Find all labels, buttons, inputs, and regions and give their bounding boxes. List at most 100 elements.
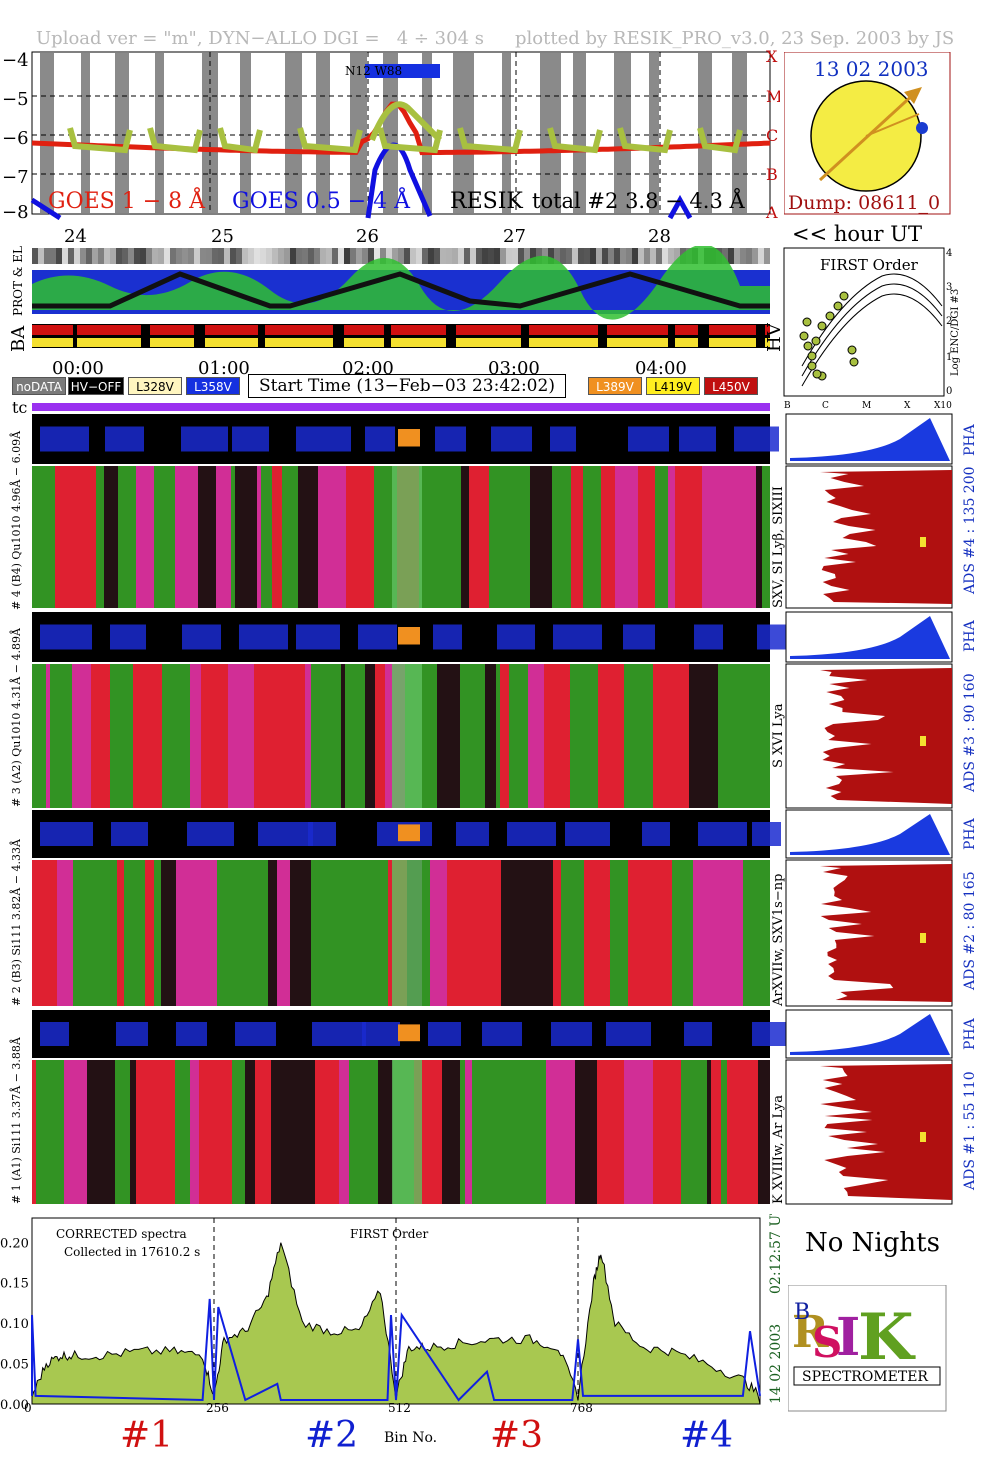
spectral-column [727, 1060, 735, 1204]
spectral-column [670, 664, 689, 808]
spectral-column [498, 1060, 525, 1204]
spectral-column [32, 466, 55, 608]
night-band [115, 53, 129, 213]
ads-profile [820, 668, 952, 804]
spectral-column [707, 1060, 711, 1204]
grey-strip-cell [158, 248, 164, 264]
spectrum-title: CORRECTED spectra [56, 1227, 187, 1241]
spectral-column [228, 860, 235, 1006]
spectrum-xtick: 256 [206, 1401, 229, 1414]
spectral-column [469, 466, 489, 608]
spectral-column [235, 860, 249, 1006]
grey-strip-cell [290, 248, 296, 264]
spectral-column [460, 664, 481, 808]
first-order-point [839, 291, 849, 301]
grey-strip-cell [266, 248, 272, 264]
ba-yellow-segment [344, 338, 384, 347]
spectral-column [465, 1060, 472, 1204]
pha-band [684, 1022, 712, 1046]
spectral-column [190, 1060, 199, 1204]
spectral-column [198, 466, 216, 608]
grey-strip-cell [182, 248, 188, 264]
spectrum-xtick: 768 [570, 1401, 593, 1414]
grey-strip-cell [152, 248, 158, 264]
spectral-column [268, 860, 277, 1006]
ba-yellow-segment [32, 338, 73, 347]
spectral-column [154, 466, 171, 608]
pha-band [235, 1022, 276, 1046]
spectral-column [162, 664, 190, 808]
grey-strip [32, 248, 770, 264]
spectral-column [293, 664, 305, 808]
spectral-column [346, 466, 374, 608]
night-band [573, 53, 586, 213]
spectral-column [339, 1060, 349, 1204]
legend-v3: L389V [588, 377, 642, 395]
spectral-column [374, 860, 388, 1006]
spectral-column [500, 664, 509, 808]
pha-band [491, 426, 532, 452]
pha-band [553, 624, 602, 650]
spectral-column [305, 664, 311, 808]
spectral-column [349, 860, 374, 1006]
status-strips: PROT & EL BA HV [8, 246, 780, 352]
sun-date: 13 02 2003 [814, 57, 929, 81]
x-axis-label: Bin No. [384, 1430, 438, 1446]
spectral-column [727, 664, 748, 808]
spectral-column [249, 860, 268, 1006]
spectral-column [199, 1060, 225, 1204]
spectrum-blue-line [31, 1298, 761, 1402]
grey-strip-cell [590, 248, 596, 264]
ba-red-segment [391, 325, 446, 335]
hour-tick: 26 [356, 226, 379, 247]
spectral-column [681, 1060, 707, 1204]
spectral-column [216, 466, 222, 608]
grey-strip-cell [446, 248, 452, 264]
pha-label: PHA [962, 817, 978, 850]
spectral-column [154, 860, 161, 1006]
pha-band [362, 1022, 400, 1046]
spectral-column [55, 466, 82, 608]
legend-hvoff: HV−OFF [68, 377, 124, 395]
spectral-column [743, 860, 761, 1006]
grey-strip-cell [728, 248, 734, 264]
spectral-column [349, 1060, 378, 1204]
grey-strip-cell [68, 248, 74, 264]
pha-band [111, 822, 148, 846]
spectral-column [228, 664, 254, 808]
spectral-column [267, 664, 275, 808]
goes-grid [32, 52, 770, 214]
first-order-points [799, 291, 859, 381]
n12w88-label: N12 W88 [345, 64, 402, 78]
spectral-column [232, 1060, 245, 1204]
spectral-column [672, 860, 693, 1006]
grey-strip-cell [218, 248, 224, 264]
hour-tick: 28 [648, 226, 671, 247]
grey-strip-cell [368, 248, 374, 264]
y-tick: −6 [2, 128, 29, 149]
ba-yellow-segment [150, 338, 194, 347]
channel-label-4: #4 [680, 1415, 734, 1456]
grey-strip-cell [632, 248, 638, 264]
spectral-column [46, 664, 50, 808]
spectral-column [194, 860, 217, 1006]
spectral-column [57, 860, 73, 1006]
grey-strip-cell [734, 248, 740, 264]
pha-label: PHA [962, 619, 978, 652]
spectral-column [512, 860, 532, 1006]
grey-strip-cell [92, 248, 98, 264]
y-tick: −4 [2, 50, 29, 71]
spectral-column [538, 664, 544, 808]
spectral-column [298, 466, 318, 608]
spectral-column [136, 466, 144, 608]
fo-xtick: B [784, 401, 791, 411]
grey-strip-cell [188, 248, 194, 264]
spectral-column [95, 664, 110, 808]
ads-label: ADS #1 : 55 110 [962, 1071, 978, 1191]
fo-ytick: 1 [946, 352, 952, 363]
grey-strip-cell [404, 248, 410, 264]
night-band [422, 53, 432, 213]
class-x: X [766, 50, 778, 66]
svg-text:K: K [858, 1300, 916, 1375]
flare-hotspot [398, 824, 420, 842]
